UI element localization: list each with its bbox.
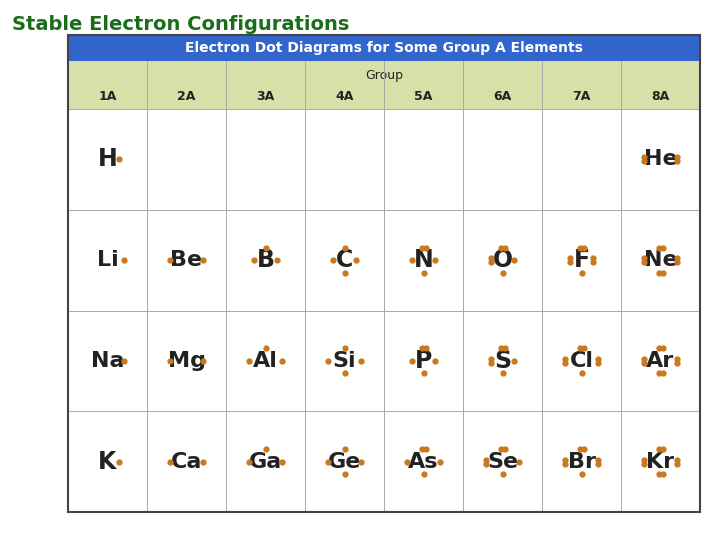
Text: 3A: 3A [256,90,274,103]
Bar [68,61,700,109]
Text: Mg: Mg [168,351,205,371]
Text: Be: Be [171,250,202,270]
Text: Ne: Ne [644,250,678,270]
Text: Br: Br [567,451,595,471]
Text: Al: Al [253,351,278,371]
Text: Li: Li [96,250,118,270]
Text: C: C [336,248,353,272]
Text: Si: Si [333,351,356,371]
Text: 4A: 4A [336,90,354,103]
Text: Ga: Ga [249,451,282,471]
Text: Stable Electron Configurations: Stable Electron Configurations [12,15,349,33]
Text: Electron Dot Diagrams for Some Group A Elements: Electron Dot Diagrams for Some Group A E… [185,41,583,55]
Text: 1A: 1A [99,90,117,103]
Text: 2A: 2A [177,90,196,103]
Text: 7A: 7A [572,90,590,103]
Text: H: H [98,147,117,171]
Text: S: S [494,349,511,373]
Bar [68,35,700,61]
Bar [68,35,700,512]
Text: As: As [408,451,438,471]
Text: Ar: Ar [647,351,675,371]
Text: K: K [99,450,117,474]
Bar [68,109,700,512]
Text: 6A: 6A [493,90,512,103]
Text: Cl: Cl [570,351,593,371]
Text: P: P [415,349,432,373]
Text: He: He [644,150,678,170]
Text: 8A: 8A [652,90,670,103]
Text: F: F [573,248,590,272]
Text: 5A: 5A [414,90,433,103]
Text: Se: Se [487,451,518,471]
Text: B: B [256,248,274,272]
Text: O: O [492,248,513,272]
Text: Ca: Ca [171,451,202,471]
Text: Kr: Kr [647,451,675,471]
Text: Na: Na [91,351,125,371]
Text: Group: Group [365,69,403,82]
Text: N: N [413,248,433,272]
Text: Ge: Ge [328,451,361,471]
